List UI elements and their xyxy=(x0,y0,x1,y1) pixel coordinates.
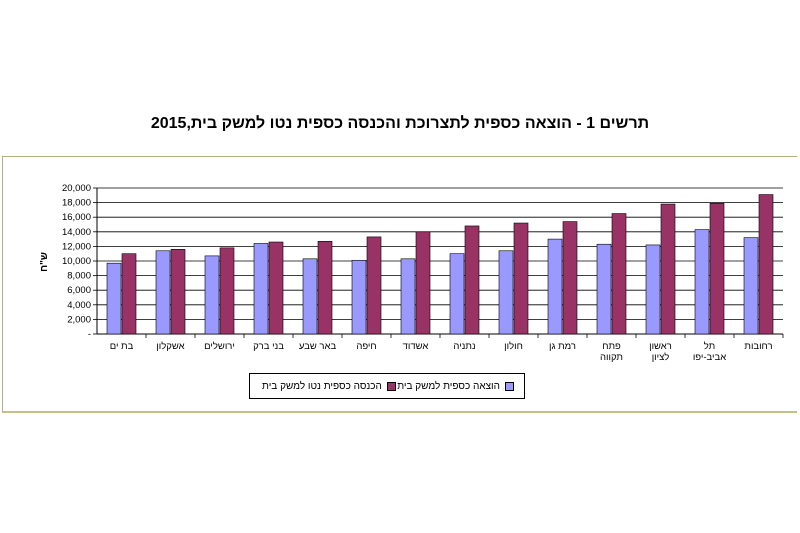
bar-income xyxy=(268,241,284,335)
bar-expense xyxy=(400,258,416,335)
bar-expense xyxy=(253,243,269,335)
x-tick-label: לציון xyxy=(652,351,670,363)
bar-income xyxy=(562,221,578,335)
y-tick-label: 12,000 xyxy=(62,241,91,252)
x-tick-label: באר שבע xyxy=(299,341,337,352)
bar-expense xyxy=(596,243,612,335)
bar-income xyxy=(758,194,774,335)
bar-expense xyxy=(302,258,318,335)
bar-expense xyxy=(694,229,710,335)
y-tick-label: 10,000 xyxy=(62,256,91,267)
bar-income xyxy=(464,225,480,335)
legend-item-income: הכנסה כספית נטו למשק בית xyxy=(262,381,396,392)
x-tick-label: חולון xyxy=(504,340,523,352)
bar-income xyxy=(170,249,186,335)
y-tick-label: 2,000 xyxy=(67,314,91,325)
bar-expense xyxy=(743,237,759,335)
bar-income xyxy=(611,213,627,335)
x-tick-label: אשדוד xyxy=(403,341,429,352)
bar-income xyxy=(366,236,382,335)
bar-income xyxy=(660,203,676,335)
bar-expense xyxy=(498,250,514,335)
legend-swatch-income xyxy=(386,381,396,391)
x-tick-label: ראשון xyxy=(649,341,672,352)
x-tick-label: בת ים xyxy=(110,341,134,352)
y-axis-label: ש"ח xyxy=(39,252,50,272)
bar-expense xyxy=(449,253,465,335)
bar-income xyxy=(709,203,725,335)
bar-expense xyxy=(645,244,661,335)
y-tick-label: 14,000 xyxy=(62,227,91,238)
x-tick-label: פתח xyxy=(602,341,621,352)
y-tick-label: 20,000 xyxy=(62,183,91,194)
bar-expense xyxy=(155,250,171,335)
x-tick-label: תקווה xyxy=(600,352,623,363)
bar-income xyxy=(317,240,333,335)
bar-expense xyxy=(547,238,563,335)
legend-item-expense: הוצאה כספית למשק בית xyxy=(397,381,514,392)
x-tick-label: רמת גן xyxy=(549,341,576,352)
bar-income xyxy=(513,222,529,335)
x-tick-label: רחובות xyxy=(744,341,772,352)
y-tick-label: - xyxy=(88,329,91,340)
chart-frame xyxy=(2,156,797,413)
bar-income xyxy=(121,253,137,335)
bar-expense xyxy=(106,262,122,335)
legend: הכנסה כספית נטו למשק בית הוצאה כספית למש… xyxy=(249,373,525,399)
bar-expense xyxy=(204,255,220,335)
x-tick-label: חיפה xyxy=(356,341,376,352)
x-tick-label: בני ברק xyxy=(253,341,284,352)
bar-income xyxy=(415,231,431,335)
x-tick-label: אשקלון xyxy=(156,340,184,352)
x-tick-label: אביב-יפו xyxy=(693,352,726,363)
x-tick-label: תל xyxy=(704,340,715,352)
bar-income xyxy=(219,247,235,335)
chart-title: תרשים 1 - הוצאה כספית לתצרוכת והכנסה כספ… xyxy=(150,115,650,132)
bar-expense xyxy=(351,259,367,335)
legend-label-income: הכנסה כספית נטו למשק בית xyxy=(262,380,382,392)
y-tick-label: 16,000 xyxy=(62,212,91,223)
y-tick-label: 4,000 xyxy=(67,300,91,311)
y-tick-label: 18,000 xyxy=(62,198,91,209)
x-tick-label: ירושלים xyxy=(204,340,235,352)
x-tick-label: נתניה xyxy=(453,341,475,352)
y-tick-label: 8,000 xyxy=(67,271,91,282)
legend-swatch-expense xyxy=(505,381,514,391)
y-tick-label: 6,000 xyxy=(67,285,91,296)
legend-label-expense: הוצאה כספית למשק בית xyxy=(397,380,500,392)
